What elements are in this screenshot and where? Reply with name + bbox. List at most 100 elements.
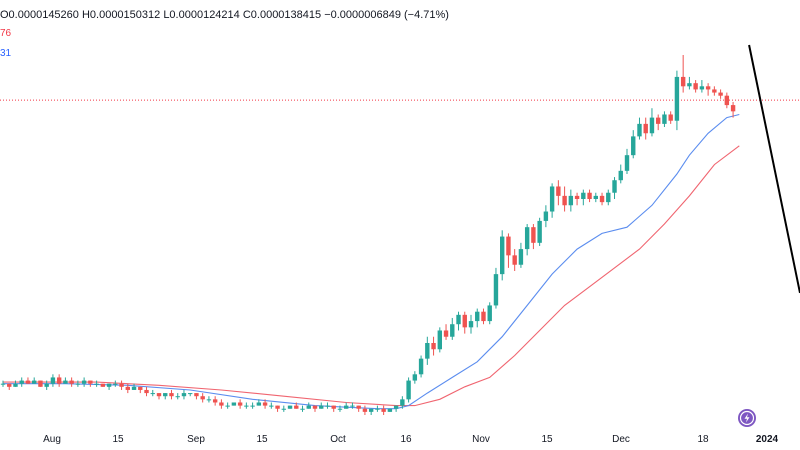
candle: [512, 249, 517, 271]
candle: [231, 402, 237, 406]
candle: [612, 177, 617, 199]
candle-body: [556, 186, 561, 196]
trend-line: [748, 44, 800, 294]
candle: [32, 377, 37, 384]
candle-body: [500, 236, 505, 275]
candle-body: [431, 343, 436, 350]
candle-body: [506, 236, 511, 256]
candle: [13, 380, 18, 387]
candle-body: [531, 227, 536, 243]
candle-body: [75, 383, 81, 385]
candle-body: [181, 393, 187, 397]
candle-body: [587, 192, 592, 199]
candle-body: [337, 408, 343, 410]
candle: [718, 89, 723, 99]
candle: [287, 405, 293, 409]
candle: [462, 311, 467, 334]
candle: [194, 393, 199, 400]
candle-body: [674, 76, 680, 121]
candle-body: [63, 380, 68, 384]
candle: [225, 402, 230, 409]
candle: [618, 164, 623, 184]
candle: [506, 233, 511, 268]
candle: [418, 355, 424, 378]
candle: [680, 55, 686, 93]
candle-body: [662, 114, 667, 124]
candle-body: [32, 380, 37, 384]
candle-body: [119, 383, 124, 387]
candle-body: [88, 380, 93, 384]
candle-body: [131, 386, 137, 390]
ma-fast-label: 31: [0, 48, 12, 59]
candle: [649, 108, 655, 137]
candle-body: [524, 227, 530, 250]
x-tick-label: Oct: [330, 434, 346, 445]
candle-body: [705, 86, 711, 90]
candle: [656, 114, 661, 131]
candle-body: [188, 393, 193, 395]
candle: [593, 192, 598, 203]
x-tick-label: 2024: [756, 434, 779, 445]
candle-body: [56, 377, 62, 384]
candle: [574, 192, 580, 206]
candle-body: [537, 220, 542, 243]
candle-body: [693, 83, 698, 90]
candle-body: [381, 408, 386, 412]
candle-body: [462, 314, 467, 328]
candle-body: [150, 393, 155, 395]
ma-slow-path: [3, 145, 740, 407]
candle: [381, 405, 386, 415]
candle-body: [169, 393, 174, 397]
candle-body: [512, 255, 517, 265]
candle: [400, 396, 405, 409]
candle-body: [237, 402, 243, 406]
candle: [362, 405, 368, 415]
candle: [50, 374, 56, 387]
ma-slow-label: 76: [0, 28, 12, 39]
candle: [250, 402, 255, 409]
x-tick-label: 16: [400, 434, 412, 445]
candle: [0, 380, 6, 387]
candle-body: [281, 408, 286, 410]
candle: [25, 377, 31, 384]
candle-body: [144, 389, 149, 394]
candle-body: [212, 399, 218, 403]
candle: [425, 336, 430, 365]
candle-body: [406, 380, 411, 400]
candle: [219, 399, 224, 409]
candle-body: [612, 180, 617, 193]
candle-body: [7, 383, 12, 387]
candle: [81, 377, 87, 387]
candle: [69, 377, 74, 387]
candle: [262, 399, 268, 409]
candle: [344, 402, 349, 409]
candle: [325, 402, 330, 409]
candle-body: [599, 195, 605, 203]
candle-body: [262, 402, 268, 406]
candle: [556, 180, 561, 206]
candle: [581, 189, 586, 206]
candle-body: [44, 383, 49, 387]
candle-body: [38, 380, 43, 387]
candle-body: [425, 343, 430, 359]
candle-body: [456, 314, 461, 325]
ma-fast-line: [3, 113, 740, 410]
candle: [518, 242, 524, 268]
candle: [156, 393, 162, 400]
candle: [125, 383, 130, 394]
lightning-icon[interactable]: [738, 409, 756, 427]
x-tick-label: Nov: [472, 434, 490, 445]
trend-line-drawing[interactable]: [748, 44, 800, 294]
candle: [38, 380, 43, 387]
candle-body: [518, 249, 524, 265]
candle-body: [487, 305, 492, 322]
candle: [44, 380, 49, 390]
candle-body: [437, 330, 442, 350]
candle-body: [106, 383, 112, 387]
candle-body: [730, 105, 736, 112]
candle-body: [100, 383, 106, 387]
candle: [524, 224, 530, 256]
candles: [0, 55, 736, 415]
ma-slow-line: [3, 145, 740, 407]
